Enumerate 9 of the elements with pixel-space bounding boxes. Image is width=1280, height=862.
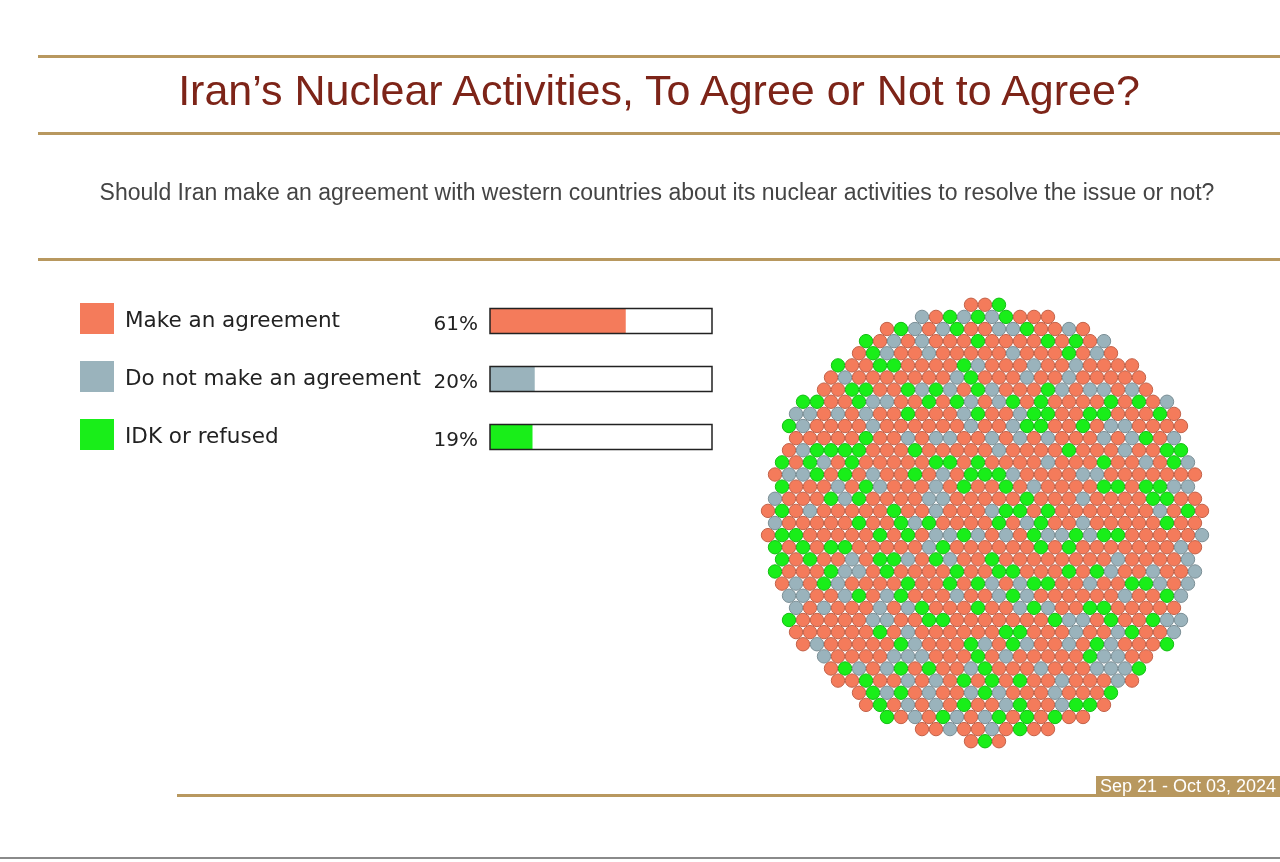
data-label: 61% bbox=[433, 311, 478, 336]
text: Sep 21 - Oct 03, 2024 bbox=[1095, 776, 1280, 796]
chart-subtitle: Should Iran make an agreement with western countries about its nuclear activities to resolve the issue or not? bbox=[98, 179, 1216, 206]
y-tick-label: Make an agreement bbox=[125, 306, 340, 332]
data-label: 19% bbox=[433, 427, 478, 452]
y-tick-label: Do not make an agreement bbox=[125, 364, 421, 390]
data-label: 20% bbox=[433, 369, 478, 394]
y-tick-label: IDK or refused bbox=[125, 422, 279, 448]
chart-title: Iran’s Nuclear Activities, To Agree or Not to Agree? bbox=[177, 66, 1141, 115]
